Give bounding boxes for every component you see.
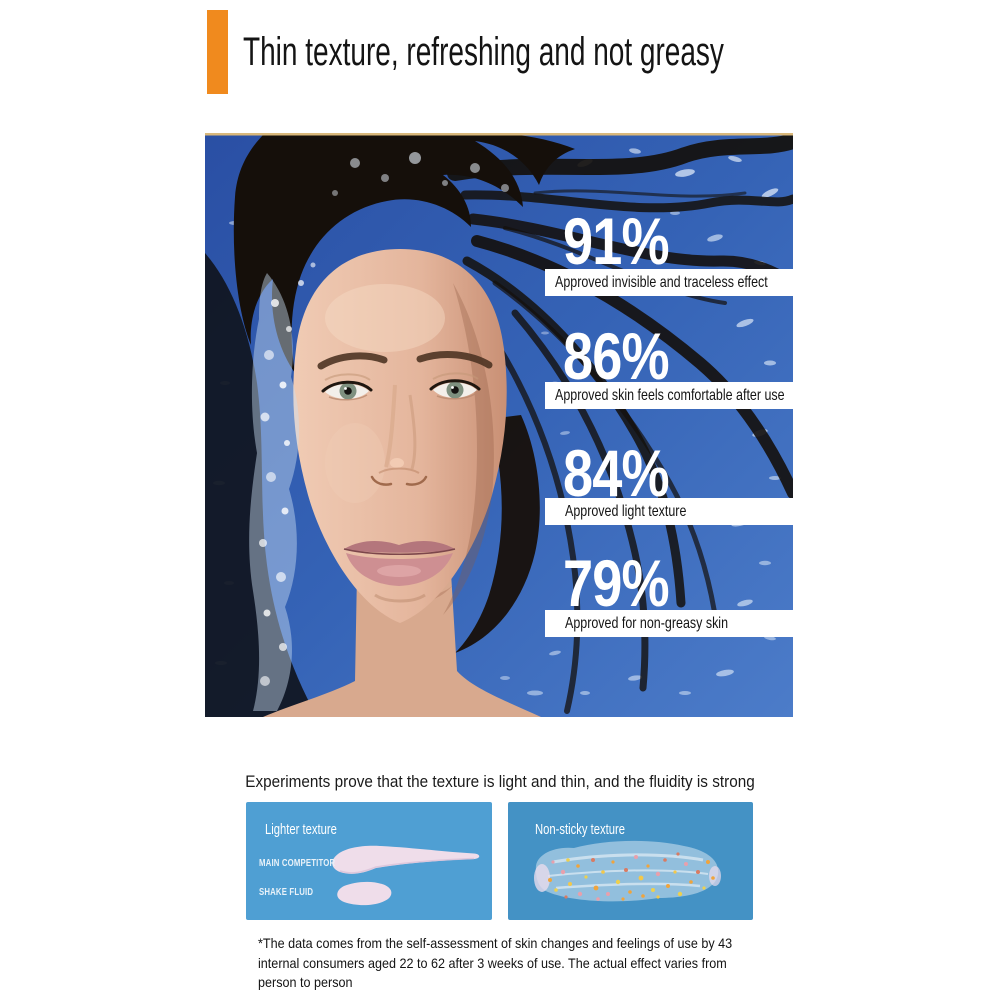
forehead-highlight — [325, 284, 445, 352]
cream-smear-comparison-graphic — [332, 845, 480, 906]
left-eye — [321, 373, 373, 401]
title-accent-bar — [207, 10, 228, 94]
stat-value-4: 79% — [563, 546, 670, 620]
face-shadow — [443, 283, 494, 615]
top-edge-line — [205, 133, 793, 136]
stat-label-3: Approved light texture — [545, 498, 793, 525]
left-eyebrow — [317, 352, 388, 370]
stat-value-3: 84% — [563, 436, 670, 510]
hero-photo — [205, 133, 793, 717]
panel-title: Non-sticky texture — [535, 821, 626, 838]
right-eye — [429, 372, 481, 400]
hair-left — [205, 253, 317, 717]
stat-value-1: 91% — [563, 204, 670, 278]
stat-value-2: 86% — [563, 319, 670, 393]
footnote: *The data comes from the self-assessment… — [258, 935, 733, 990]
nose — [370, 384, 428, 486]
water-splash — [249, 262, 316, 711]
hair-strands — [447, 133, 793, 714]
cheek-highlight — [325, 423, 385, 503]
panel-non-sticky-texture: Non-sticky texture — [508, 802, 753, 920]
hero-photo-section: 91% Approved invisible and traceless eff… — [205, 133, 793, 717]
glitter-smear-graphic — [534, 840, 721, 902]
stat-label-4: Approved for non-greasy skin — [545, 610, 793, 637]
page-title: Thin texture, refreshing and not greasy — [243, 30, 724, 74]
panel-title: Lighter texture — [265, 821, 337, 838]
hair-top — [233, 133, 575, 373]
panel-lighter-texture: Lighter texture MAIN COMPETITOR SHAKE FL… — [246, 802, 492, 920]
experiment-heading: Experiments prove that the texture is li… — [245, 772, 755, 791]
neck — [263, 573, 541, 717]
glitter-dots — [548, 852, 715, 901]
lips — [343, 540, 456, 603]
row-label-shake-fluid: SHAKE FLUID — [259, 887, 314, 898]
right-eyebrow — [416, 351, 493, 369]
hair-right-jaw — [455, 415, 540, 653]
face — [293, 249, 507, 623]
stat-label-1: Approved invisible and traceless effect — [545, 269, 793, 296]
stat-label-2: Approved skin feels comfortable after us… — [545, 382, 793, 409]
row-label-main-competitor: MAIN COMPETITOR — [259, 858, 336, 869]
water-spray — [332, 152, 509, 196]
